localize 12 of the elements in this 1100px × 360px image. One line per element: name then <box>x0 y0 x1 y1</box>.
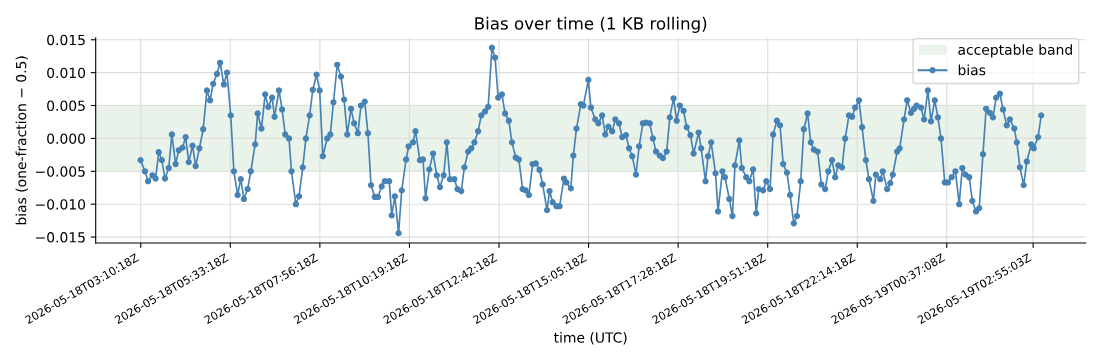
chart-title: Bias over time (1 KB rolling) <box>475 16 707 33</box>
y-tick-label: 0.015 <box>47 34 85 46</box>
y-tick-label: 0.005 <box>47 100 85 112</box>
legend-label: acceptable band <box>958 44 1072 58</box>
y-tick-label: −0.005 <box>36 166 85 177</box>
y-tick-label: −0.015 <box>36 232 85 243</box>
legend-label: bias <box>958 64 986 76</box>
y-tick-label: 0.010 <box>47 67 86 79</box>
y-tick-label: 0.000 <box>47 133 86 144</box>
y-axis-title: bias (one-fraction − 0.5) <box>15 56 28 225</box>
y-tick-label: −0.010 <box>36 199 86 210</box>
x-axis-title: time (UTC) <box>553 332 627 345</box>
